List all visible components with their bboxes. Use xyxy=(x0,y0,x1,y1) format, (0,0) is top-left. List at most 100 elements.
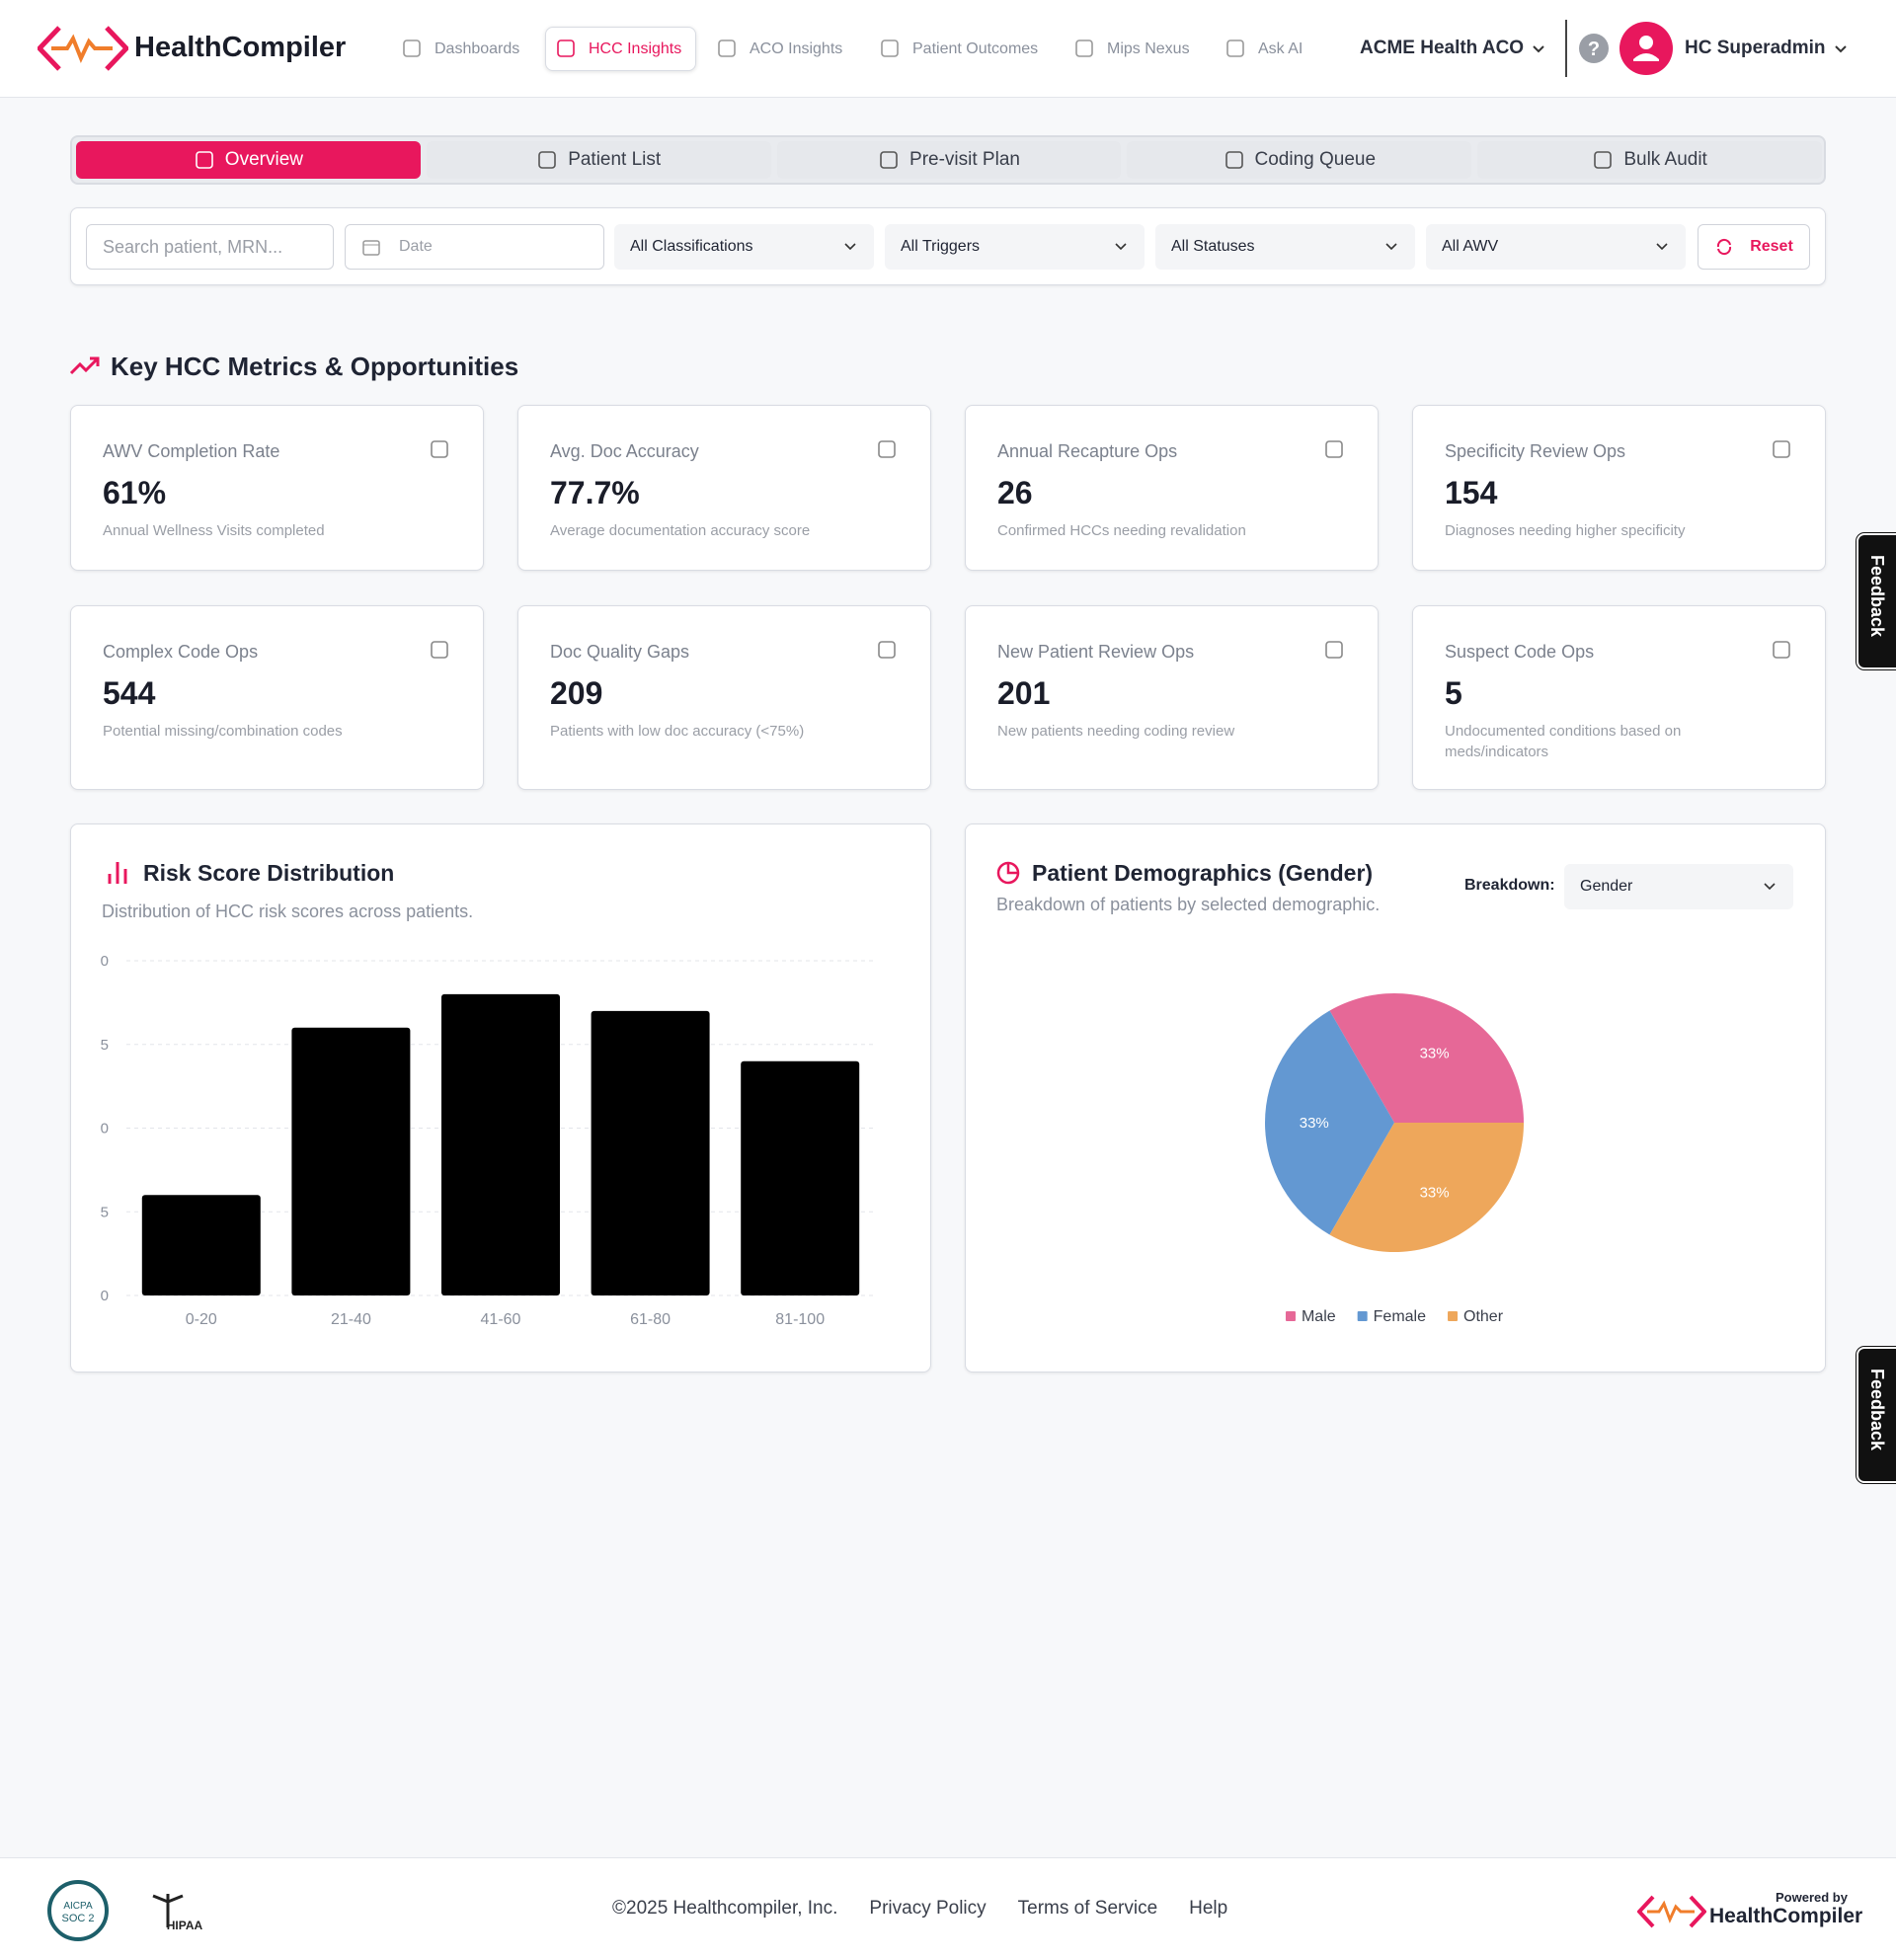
chart-title: Patient Demographics (Gender) xyxy=(1032,860,1374,886)
svg-text:?: ? xyxy=(1588,39,1600,60)
org-selector[interactable]: ACME Health ACO xyxy=(1360,38,1525,58)
filter-select[interactable]: All Statuses xyxy=(1155,224,1415,270)
y-tick-label: 20 xyxy=(101,953,109,970)
icon-shape xyxy=(1325,440,1343,458)
chevron xyxy=(1385,243,1397,251)
icon xyxy=(403,39,421,57)
slice-label: 33% xyxy=(1420,1046,1450,1062)
pie-slice xyxy=(1265,1010,1394,1235)
nav-item[interactable]: Mips Nexus xyxy=(1107,40,1190,57)
metric-label: Suspect Code Ops xyxy=(1445,642,1595,662)
tab[interactable]: Bulk Audit xyxy=(1477,141,1822,179)
tab[interactable]: Pre-visit Plan xyxy=(776,141,1122,179)
feedback-label: Feedback xyxy=(1867,555,1887,638)
nav-item[interactable]: Patient Outcomes xyxy=(912,40,1039,57)
tab-label: Coding Queue xyxy=(1254,149,1377,170)
pie-slice xyxy=(1329,993,1524,1123)
pie-slice xyxy=(1329,1123,1524,1252)
x-tick-label: 41-60 xyxy=(481,1311,521,1328)
icon-shape xyxy=(878,641,896,659)
y-tick-label: 10 xyxy=(101,1121,109,1137)
breakdown-select[interactable]: Gender xyxy=(1564,864,1793,909)
bar xyxy=(291,1027,411,1295)
y-tick-label: 15 xyxy=(101,1037,109,1054)
metric-description: Diagnoses needing higher specificity xyxy=(1445,522,1686,539)
nav-item[interactable]: Dashboards xyxy=(434,40,520,57)
metric-description: Confirmed HCCs needing revalidation xyxy=(997,522,1246,539)
footer: AICPA SOC 2 HIPAA ©2025 Healthcompiler, … xyxy=(0,1857,1896,1960)
icon xyxy=(1224,151,1243,169)
metric-description: Patients with low doc accuracy (<75%) xyxy=(550,723,805,740)
placeholder: Date xyxy=(399,238,433,255)
logo-icon xyxy=(38,26,128,71)
icon-shape xyxy=(538,151,556,169)
user-menu[interactable]: HC Superadmin xyxy=(1685,38,1826,58)
metric-description: New patients needing coding review xyxy=(997,723,1235,740)
nav-item[interactable]: Ask AI xyxy=(1258,40,1304,57)
metric-card: AWV Completion Rate 61% Annual Wellness Vi… xyxy=(70,405,484,571)
metric-description: Annual Wellness Visits completed xyxy=(103,522,325,539)
filter-select[interactable]: All AWV xyxy=(1426,224,1686,270)
icon-shape xyxy=(403,39,421,57)
metric-label: Annual Recapture Ops xyxy=(997,441,1178,461)
help-icon[interactable]: ? xyxy=(1578,33,1610,64)
icon-shape xyxy=(195,151,213,169)
metric-value: 209 xyxy=(550,675,603,711)
metric-label: Complex Code Ops xyxy=(103,642,259,662)
filter-select[interactable]: All Triggers xyxy=(885,224,1145,270)
calendar-icon xyxy=(362,240,380,256)
feedback-tab[interactable]: Feedback xyxy=(1856,1347,1896,1483)
chevron xyxy=(1764,883,1776,891)
nav-item[interactable]: ACO Insights xyxy=(750,40,843,57)
metric-description: Potential missing/combination codes xyxy=(103,723,343,740)
feedback-label: Feedback xyxy=(1867,1369,1887,1451)
value: Gender xyxy=(1580,878,1633,895)
legend-label: Male xyxy=(1302,1308,1336,1325)
footer-brand: HealthCompiler xyxy=(1709,1905,1863,1927)
metric-value: 5 xyxy=(1445,675,1462,711)
header: HealthCompiler ACME Health ACO ? HC Supe… xyxy=(0,0,1896,98)
nav-item[interactable]: HCC Insights xyxy=(589,40,682,57)
icon xyxy=(878,440,896,458)
filter-bar: Search patient, MRN... Date Reset All Cl… xyxy=(70,207,1826,285)
icon-shape xyxy=(1226,39,1244,57)
icon xyxy=(1594,151,1613,169)
metric-label: Avg. Doc Accuracy xyxy=(550,441,699,461)
bar xyxy=(441,993,560,1295)
slice-label: 33% xyxy=(1420,1184,1450,1201)
footer-links: ©2025 Healthcompiler, Inc. Privacy Polic… xyxy=(612,1898,1227,1920)
date-input[interactable]: Date xyxy=(345,224,604,270)
metric-label: Doc Quality Gaps xyxy=(550,642,690,662)
tab-label: Overview xyxy=(224,149,303,170)
label: Reset xyxy=(1750,238,1793,255)
tab[interactable]: Coding Queue xyxy=(1127,141,1472,179)
metric-description: Undocumented conditions based on meds/in… xyxy=(1445,723,1682,760)
link[interactable]: Terms of Service xyxy=(1017,1898,1158,1919)
bar xyxy=(591,1010,710,1295)
search-input[interactable]: Search patient, MRN... xyxy=(86,224,334,270)
powered-by: Powered by xyxy=(1776,1890,1848,1905)
icon-shape xyxy=(557,39,575,57)
tab[interactable]: Patient List xyxy=(426,141,771,179)
feedback-tab[interactable]: Feedback xyxy=(1856,533,1896,669)
legend-label: Other xyxy=(1463,1308,1504,1325)
icon-shape xyxy=(431,440,448,458)
chart-subtitle: Breakdown of patients by selected demogr… xyxy=(996,895,1381,914)
metric-label: Specificity Review Ops xyxy=(1445,441,1626,461)
filter-select[interactable]: All Classifications xyxy=(614,224,874,270)
x-tick-label: 21-40 xyxy=(331,1311,371,1328)
x-tick-label: 61-80 xyxy=(630,1311,671,1328)
tab-bar: Overview Patient List Pre-visit Plan Coding… xyxy=(70,135,1826,185)
avatar[interactable] xyxy=(1620,22,1673,75)
tab-label: Patient List xyxy=(568,149,662,170)
pie-chart: 33% 33% 33% Male Female Other xyxy=(1265,993,1524,1325)
placeholder: Search patient, MRN... xyxy=(103,236,283,257)
icon-shape xyxy=(431,641,448,659)
select-value: All Classifications xyxy=(630,238,753,255)
icon xyxy=(878,641,896,659)
link[interactable]: Help xyxy=(1189,1898,1228,1919)
icon-shape xyxy=(878,440,896,458)
reset-button[interactable]: Reset xyxy=(1698,224,1810,270)
link[interactable]: Privacy Policy xyxy=(869,1898,987,1919)
tab[interactable]: Overview xyxy=(76,141,421,179)
